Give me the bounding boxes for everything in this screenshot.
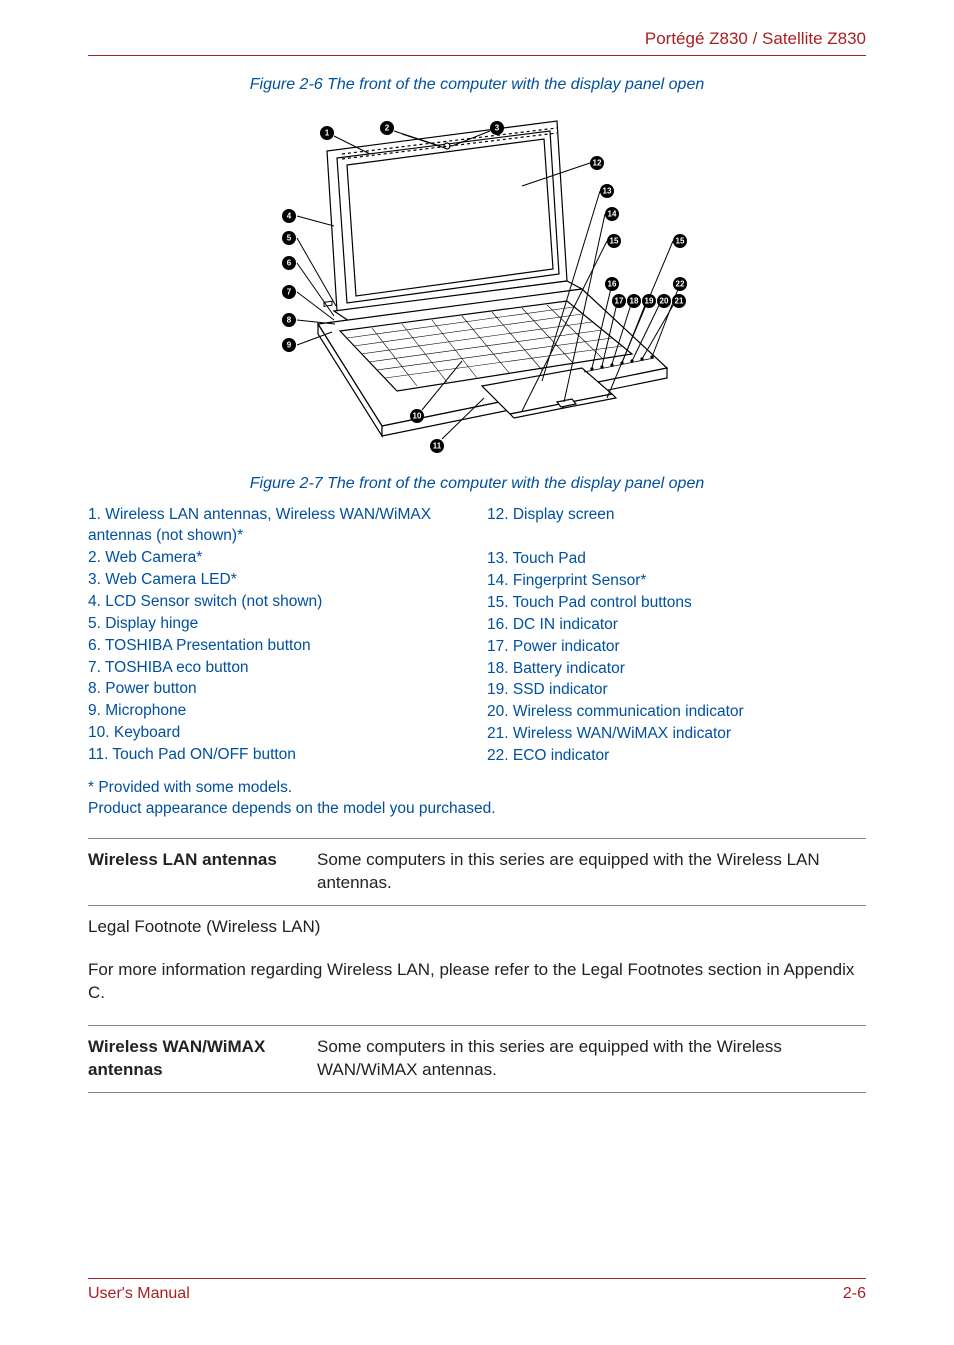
callout-number: 19 (645, 296, 654, 305)
callout-number: 4 (287, 211, 292, 220)
callout-number: 1 (325, 128, 330, 137)
legend-left-item: 6. TOSHIBA Presentation button (88, 636, 467, 657)
desc-wlan: Wireless LAN antennas Some computers in … (88, 838, 866, 906)
legend-right-item: 17. Power indicator (487, 637, 866, 658)
figure-caption-2: Figure 2-7 The front of the computer wit… (88, 473, 866, 495)
legend-left-item: 3. Web Camera LED* (88, 570, 467, 591)
callout-number: 12 (593, 158, 602, 167)
legend-left-item: 8. Power button (88, 679, 467, 700)
header-product: Portégé Z830 / Satellite Z830 (88, 28, 866, 56)
callout-number: 14 (608, 209, 617, 218)
footer-left: User's Manual (88, 1283, 190, 1305)
legend-right-item: 14. Fingerprint Sensor* (487, 571, 866, 592)
legend-right-item: 20. Wireless communication indicator (487, 702, 866, 723)
desc-wwan-term: Wireless WAN/WiMAX antennas (88, 1036, 303, 1082)
callout-number: 11 (433, 441, 442, 450)
callout-number: 22 (676, 279, 685, 288)
diagram-container: 1234567891011121314151516221718192021 (88, 106, 866, 468)
desc-wwan: Wireless WAN/WiMAX antennas Some compute… (88, 1025, 866, 1093)
callout-number: 6 (287, 258, 292, 267)
callout-number: 3 (495, 123, 500, 132)
legend-left-col: 1. Wireless LAN antennas, Wireless WAN/W… (88, 505, 467, 768)
legend-left-item: 1. Wireless LAN antennas, Wireless WAN/W… (88, 505, 467, 547)
legend-columns: 1. Wireless LAN antennas, Wireless WAN/W… (88, 505, 866, 768)
legend-left-item: 5. Display hinge (88, 614, 467, 635)
callout-number: 17 (615, 296, 624, 305)
legal-title: Legal Footnote (Wireless LAN) (88, 916, 866, 939)
legend-left-item: 9. Microphone (88, 701, 467, 722)
callout-number: 10 (413, 411, 422, 420)
legend-right-item: 13. Touch Pad (487, 549, 866, 570)
note-line1: * Provided with some models. (88, 778, 866, 799)
legend-left-item: 7. TOSHIBA eco button (88, 658, 467, 679)
footer-right: 2-6 (843, 1283, 866, 1305)
callout-number: 8 (287, 315, 292, 324)
legend-right-item: 19. SSD indicator (487, 680, 866, 701)
callout-number: 15 (676, 236, 685, 245)
callout-number: 16 (608, 279, 617, 288)
legend-left-item: 4. LCD Sensor switch (not shown) (88, 592, 467, 613)
legend-left-item: 11. Touch Pad ON/OFF button (88, 745, 467, 766)
legend-left-item: 10. Keyboard (88, 723, 467, 744)
desc-wwan-def: Some computers in this series are equipp… (317, 1036, 866, 1082)
desc-wlan-term: Wireless LAN antennas (88, 849, 303, 895)
legend-right-item: 22. ECO indicator (487, 746, 866, 767)
legend-right-item: 12. Display screen (487, 505, 866, 526)
legend-right-item: 15. Touch Pad control buttons (487, 593, 866, 614)
callout-number: 2 (385, 123, 390, 132)
callout-number: 18 (630, 296, 639, 305)
figure-caption-1: Figure 2-6 The front of the computer wit… (88, 74, 866, 96)
desc-wlan-def: Some computers in this series are equipp… (317, 849, 866, 895)
page-footer: User's Manual 2-6 (88, 1278, 866, 1305)
laptop-diagram: 1234567891011121314151516221718192021 (262, 106, 692, 461)
legend-right-item: 21. Wireless WAN/WiMAX indicator (487, 724, 866, 745)
legend-right-col: 12. Display screen 13. Touch Pad14. Fing… (487, 505, 866, 768)
legal-body: For more information regarding Wireless … (88, 959, 866, 1005)
callout-number: 15 (610, 236, 619, 245)
legend-right-item (487, 527, 866, 548)
callout-number: 20 (660, 296, 669, 305)
callout-number: 9 (287, 340, 292, 349)
callout-number: 5 (287, 233, 292, 242)
callout-number: 7 (287, 287, 292, 296)
legend-right-item: 18. Battery indicator (487, 659, 866, 680)
legend-right-item: 16. DC IN indicator (487, 615, 866, 636)
note-line2: Product appearance depends on the model … (88, 799, 866, 820)
callout-number: 13 (603, 186, 612, 195)
model-note: * Provided with some models. Product app… (88, 778, 866, 820)
legend-left-item: 2. Web Camera* (88, 548, 467, 569)
callout-number: 21 (675, 296, 684, 305)
